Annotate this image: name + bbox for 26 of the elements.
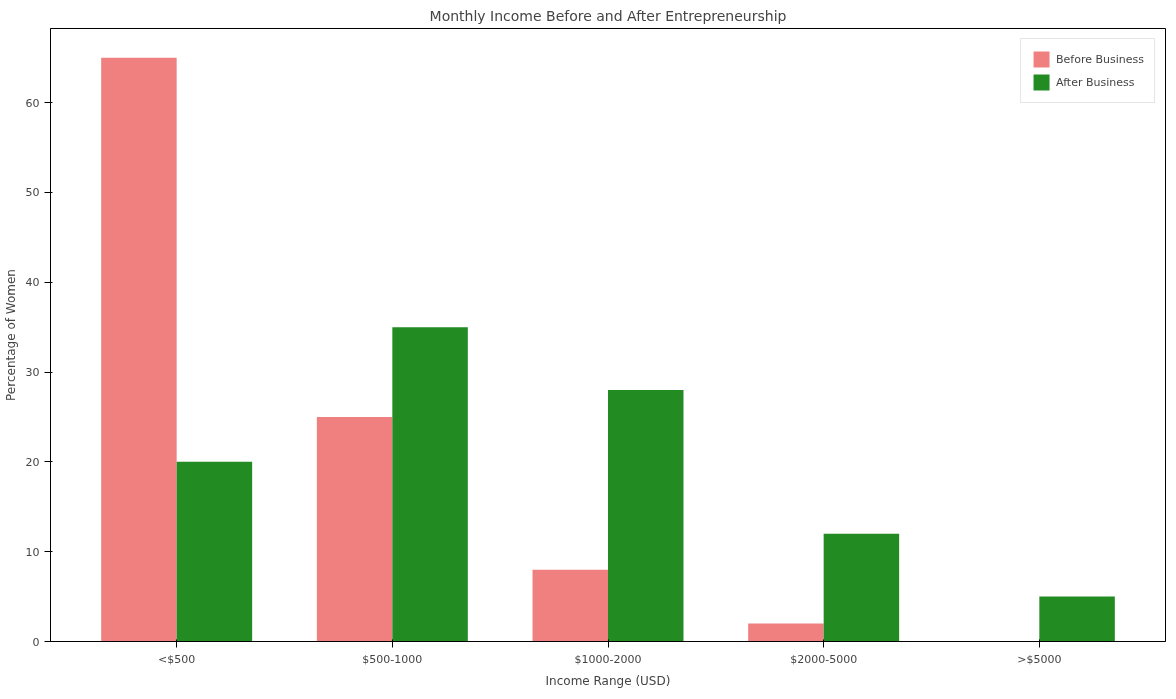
x-tick-label: >$5000 — [1017, 652, 1062, 666]
x-tick-label: $2000-5000 — [790, 652, 858, 666]
bar — [608, 390, 684, 642]
bar — [176, 461, 253, 642]
y-tick-label: 30 — [25, 366, 40, 380]
bar — [748, 623, 824, 642]
x-tick-label: <$500 — [158, 652, 196, 666]
x-tick-label: $1000-2000 — [574, 652, 642, 666]
bar — [392, 327, 468, 642]
legend-label: Before Business — [1056, 52, 1144, 66]
y-tick-label: 20 — [25, 455, 40, 469]
y-axis-title: Percentage of Women — [3, 269, 18, 401]
y-tick-label: 60 — [25, 96, 40, 110]
bar — [823, 533, 900, 642]
y-tick-label: 10 — [25, 545, 40, 559]
y-tick-label: 0 — [32, 635, 40, 649]
legend-label: After Business — [1056, 75, 1135, 89]
bar — [1039, 596, 1115, 642]
bar — [101, 57, 177, 642]
x-tick-label: $500-1000 — [362, 652, 423, 666]
y-tick-label: 50 — [25, 186, 40, 200]
x-axis-title: Income Range (USD) — [545, 673, 671, 688]
bar — [532, 569, 608, 642]
chart-title: Monthly Income Before and After Entrepreneurship — [429, 7, 787, 24]
bar — [316, 416, 393, 642]
y-tick-label: 40 — [25, 276, 40, 290]
